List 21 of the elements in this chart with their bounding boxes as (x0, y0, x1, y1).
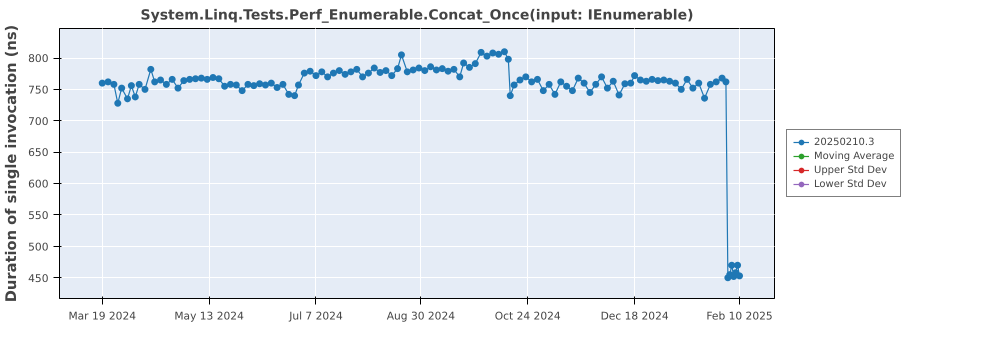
y-tick-label: 750 (28, 83, 49, 96)
legend-label: Upper Std Dev (814, 164, 888, 176)
y-axis-title: Duration of single invocation (ns) (3, 24, 20, 302)
x-tick-label: Mar 19 2024 (68, 310, 136, 322)
y-tick-label: 650 (28, 146, 49, 160)
y-tick-label: 800 (28, 52, 49, 66)
y-tick-label: 450 (28, 272, 49, 285)
y-tick-label: 500 (28, 240, 49, 254)
y-tick-label: 600 (28, 178, 49, 191)
y-tick-label: 550 (28, 208, 49, 222)
x-tick-label: Dec 18 2024 (600, 310, 669, 322)
x-tick-label: Aug 30 2024 (386, 310, 456, 322)
chart-title: System.Linq.Tests.Perf_Enumerable.Concat_Once(input: IEnumerable) (140, 8, 694, 24)
legend-label: Moving Average (814, 150, 894, 162)
y-tick-label: 700 (28, 114, 49, 128)
legend-label: Lower Std Dev (814, 178, 887, 190)
x-tick-label: May 13 2024 (174, 310, 244, 322)
x-tick-label: Oct 24 2024 (494, 310, 561, 322)
x-tick-label: Jul 7 2024 (288, 310, 343, 322)
legend-label: 20250210.3 (814, 136, 874, 148)
x-tick-label: Feb 10 2025 (706, 310, 773, 322)
